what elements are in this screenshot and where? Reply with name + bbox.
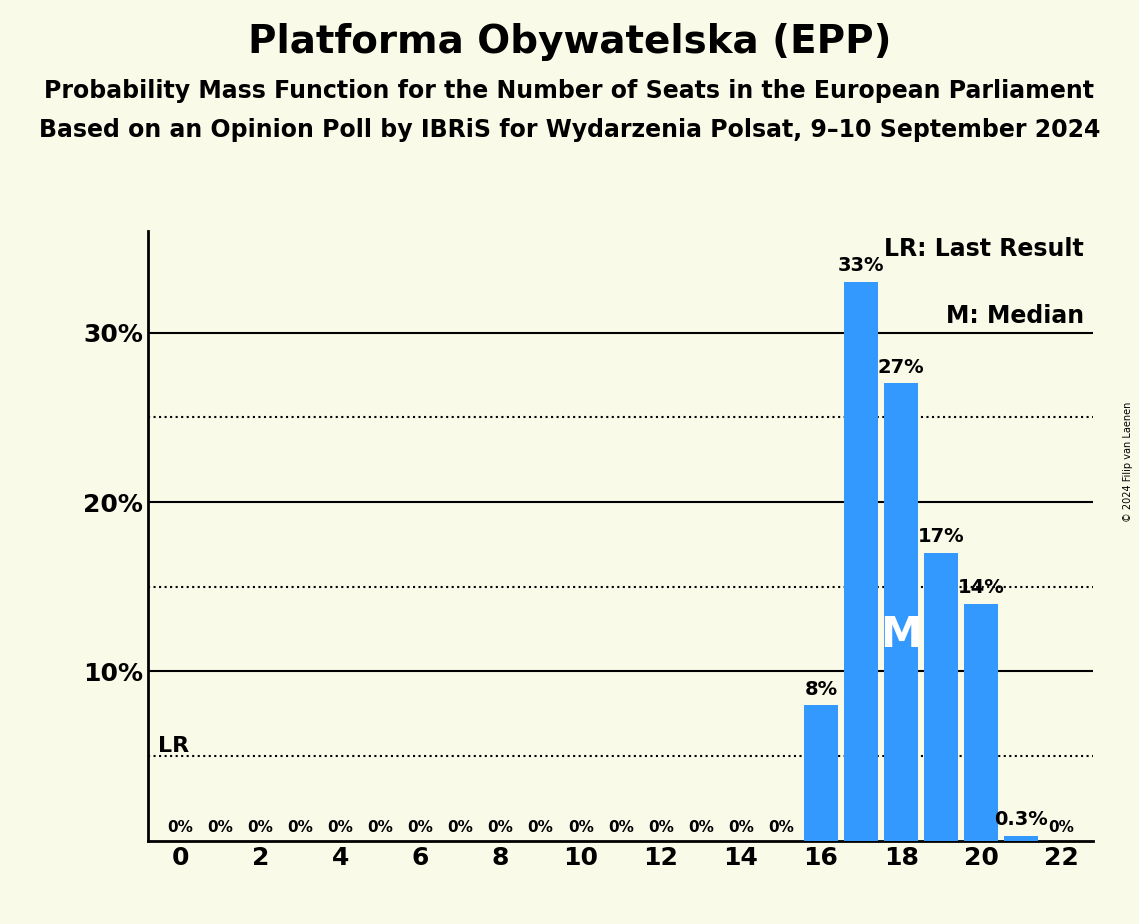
Text: 0%: 0% <box>728 820 754 835</box>
Text: 0%: 0% <box>327 820 353 835</box>
Text: Probability Mass Function for the Number of Seats in the European Parliament: Probability Mass Function for the Number… <box>44 79 1095 103</box>
Text: © 2024 Filip van Laenen: © 2024 Filip van Laenen <box>1123 402 1133 522</box>
Text: 0%: 0% <box>408 820 434 835</box>
Text: 27%: 27% <box>878 358 925 377</box>
Text: 0%: 0% <box>648 820 674 835</box>
Text: Based on an Opinion Poll by IBRiS for Wydarzenia Polsat, 9–10 September 2024: Based on an Opinion Poll by IBRiS for Wy… <box>39 118 1100 142</box>
Text: 0%: 0% <box>688 820 714 835</box>
Bar <box>924 553 958 841</box>
Text: 0%: 0% <box>368 820 393 835</box>
Text: 0%: 0% <box>487 820 514 835</box>
Text: 17%: 17% <box>918 527 965 546</box>
Text: M: Median: M: Median <box>945 304 1084 328</box>
Text: 0%: 0% <box>527 820 554 835</box>
Text: 0%: 0% <box>448 820 474 835</box>
Bar <box>965 603 998 841</box>
Text: 0%: 0% <box>207 820 233 835</box>
Text: 0%: 0% <box>768 820 794 835</box>
Text: 8%: 8% <box>804 679 837 699</box>
Text: M: M <box>880 614 921 656</box>
Text: LR: Last Result: LR: Last Result <box>884 237 1084 261</box>
Text: 0.3%: 0.3% <box>994 810 1048 829</box>
Text: 0%: 0% <box>247 820 273 835</box>
Text: 0%: 0% <box>567 820 593 835</box>
Text: 0%: 0% <box>1049 820 1074 835</box>
Text: Platforma Obywatelska (EPP): Platforma Obywatelska (EPP) <box>248 23 891 61</box>
Text: 14%: 14% <box>958 578 1005 597</box>
Text: 0%: 0% <box>608 820 633 835</box>
Text: 0%: 0% <box>167 820 192 835</box>
Bar <box>844 282 878 841</box>
Bar <box>884 383 918 841</box>
Text: LR: LR <box>157 736 189 756</box>
Bar <box>804 705 838 841</box>
Bar <box>1005 835 1039 841</box>
Text: 0%: 0% <box>287 820 313 835</box>
Text: 33%: 33% <box>838 256 884 275</box>
